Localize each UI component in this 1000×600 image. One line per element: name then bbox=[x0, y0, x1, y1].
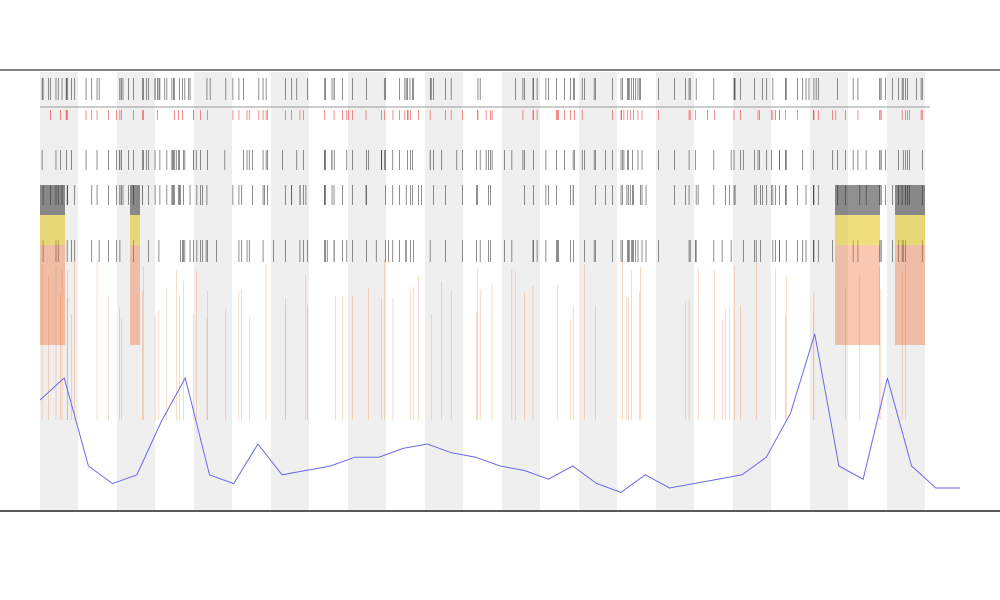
plot-area bbox=[39, 333, 960, 493]
hot-zone bbox=[130, 215, 140, 245]
band bbox=[425, 72, 463, 510]
hot-zone bbox=[895, 185, 925, 215]
band bbox=[887, 72, 925, 510]
band bbox=[117, 72, 155, 510]
data-line bbox=[39, 333, 960, 493]
band bbox=[194, 72, 232, 510]
event-ticks bbox=[40, 78, 925, 420]
hot-zone bbox=[895, 245, 925, 345]
hot-zone bbox=[40, 215, 65, 245]
background-bands bbox=[40, 72, 925, 510]
band bbox=[348, 72, 386, 510]
hot-zone bbox=[835, 245, 880, 345]
band bbox=[40, 72, 78, 510]
band bbox=[271, 72, 309, 510]
hot-zone bbox=[130, 185, 140, 215]
hot-zone bbox=[895, 215, 925, 245]
hot-zone bbox=[130, 245, 140, 345]
hot-zone bbox=[835, 185, 880, 215]
band bbox=[810, 72, 848, 510]
hot-zone bbox=[835, 215, 880, 245]
band bbox=[733, 72, 771, 510]
band bbox=[656, 72, 694, 510]
band bbox=[502, 72, 540, 510]
hot-zone bbox=[40, 245, 65, 345]
band bbox=[579, 72, 617, 510]
hot-zone bbox=[40, 185, 65, 215]
